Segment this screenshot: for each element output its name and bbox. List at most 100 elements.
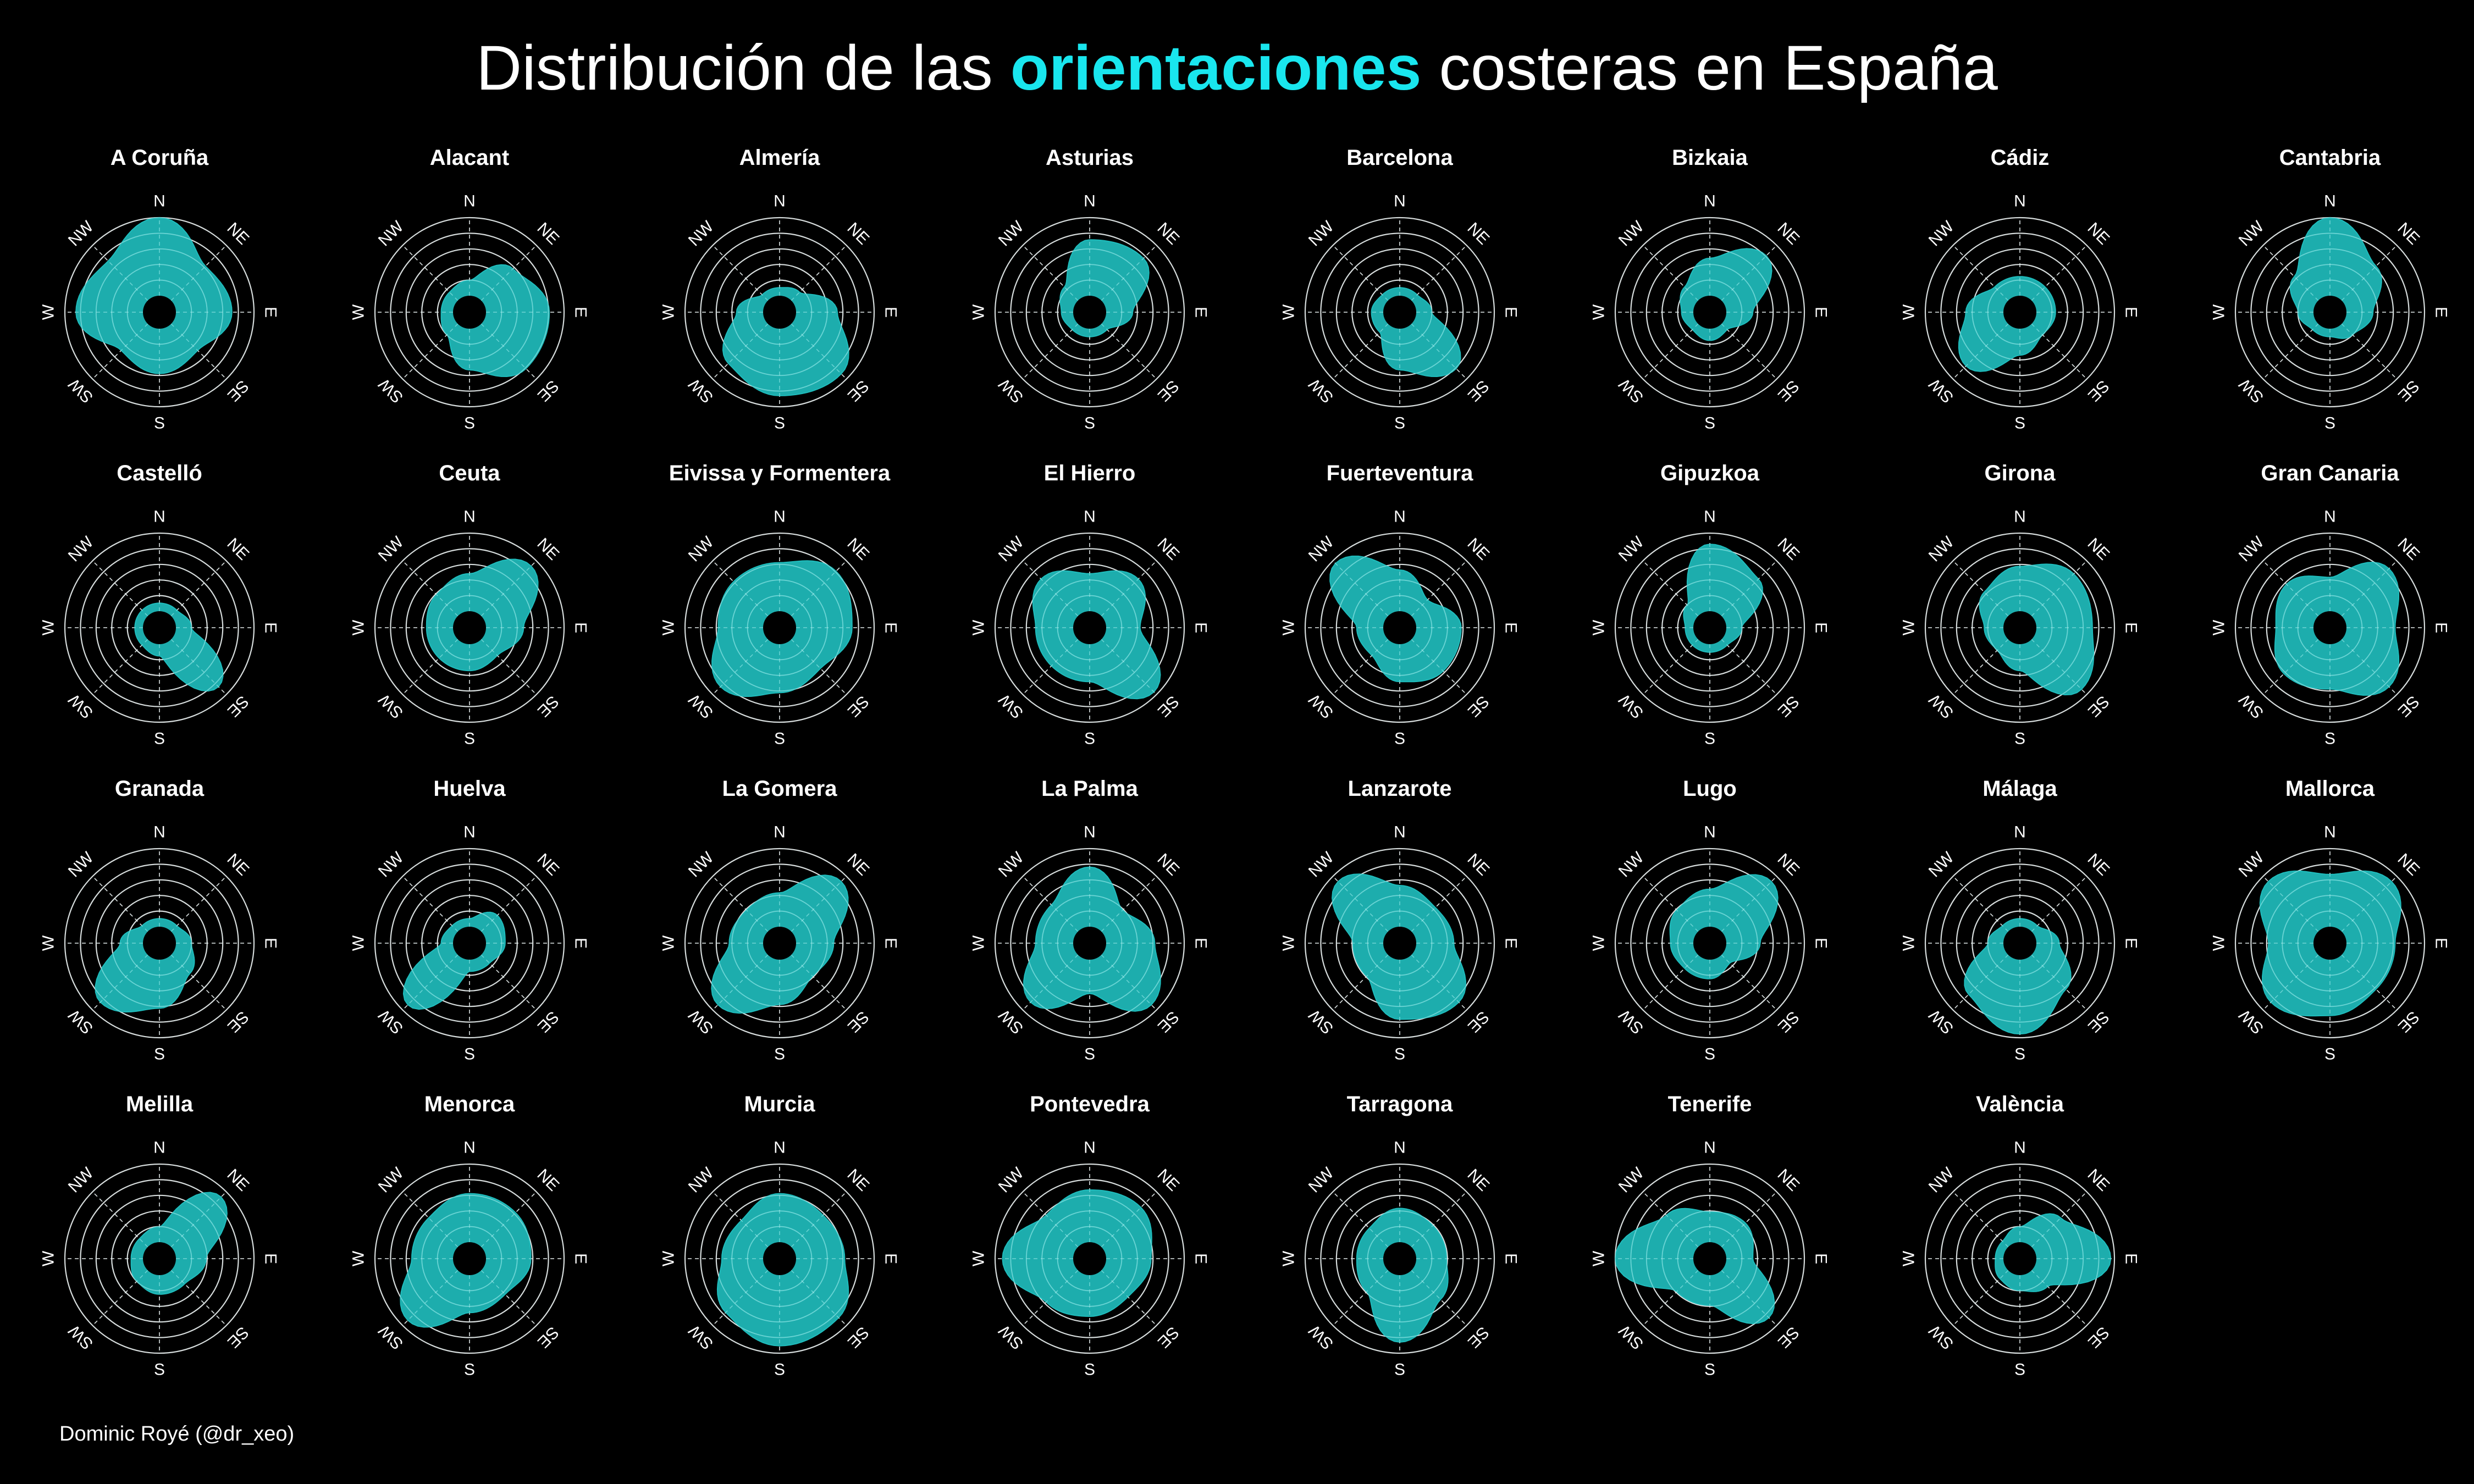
direction-label-se: SE: [1154, 1323, 1183, 1352]
grid-ring: [1614, 217, 1805, 408]
grid-spoke-overlay: [1022, 245, 1079, 301]
orientation-area: [1356, 1208, 1449, 1343]
grid-ring-overlay: [995, 1164, 1185, 1354]
direction-label-s: S: [2014, 1045, 2025, 1064]
grid-ring-overlay: [2235, 848, 2425, 1038]
grid-ring-overlay: [731, 1210, 828, 1307]
grid-ring: [994, 532, 1185, 723]
direction-label-se: SE: [534, 1323, 562, 1352]
grid-spoke: [402, 876, 459, 932]
grid-ring-overlay: [1615, 1164, 1805, 1354]
panel-title: Menorca: [424, 1092, 515, 1116]
grid-spoke: [1101, 1270, 1157, 1326]
direction-label-se: SE: [534, 376, 562, 405]
grid-ring: [1630, 232, 1790, 392]
grid-ring-overlay: [747, 279, 813, 345]
grid-ring-overlay: [1336, 248, 1464, 376]
panel-title: Almería: [739, 146, 820, 170]
grid-ring-overlay: [747, 595, 813, 661]
center-hole: [453, 927, 486, 960]
grid-ring-overlay: [80, 232, 239, 392]
direction-label-se: SE: [2084, 1007, 2113, 1036]
grid-spoke-overlay: [712, 560, 769, 617]
grid-ring-overlay: [1630, 1179, 1790, 1338]
direction-label-s: S: [1394, 730, 1405, 748]
grid-spoke-overlay: [1721, 1191, 1777, 1248]
direction-label-e: E: [1192, 1253, 1210, 1264]
grid-ring-overlay: [437, 279, 502, 345]
direction-label-se: SE: [224, 376, 252, 405]
direction-label-s: S: [464, 730, 475, 748]
grid-spoke-overlay: [1022, 639, 1079, 695]
grid-ring-overlay: [126, 1226, 192, 1292]
panel-title: Cantabria: [2279, 146, 2381, 170]
grid-spoke-overlay: [2031, 245, 2088, 301]
center-hole: [2003, 611, 2036, 644]
grid-spoke-overlay: [92, 876, 148, 932]
direction-label-se: SE: [534, 1007, 562, 1036]
direction-label-ne: NE: [533, 219, 562, 248]
grid-ring-overlay: [700, 863, 859, 1023]
grid-ring-overlay: [374, 1164, 565, 1354]
grid-ring: [1614, 848, 1805, 1039]
grid-ring: [64, 532, 255, 723]
direction-label-e: E: [572, 307, 590, 318]
grid-spoke: [402, 560, 459, 617]
grid-ring: [1335, 563, 1464, 692]
direction-label-ne: NE: [533, 850, 562, 879]
direction-label-sw: SW: [1925, 1321, 1957, 1353]
direction-label-e: E: [2432, 307, 2450, 318]
panel-title: Murcia: [744, 1092, 816, 1116]
grid-ring-overlay: [405, 564, 533, 692]
direction-label-sw: SW: [375, 375, 407, 407]
grid-spoke: [2262, 323, 2319, 380]
grid-ring-overlay: [96, 564, 223, 692]
grid-spoke: [92, 560, 148, 617]
direction-label-se: SE: [844, 1007, 872, 1036]
grid-ring: [1320, 863, 1479, 1023]
direction-label-e: E: [2432, 622, 2450, 633]
direction-label-n: N: [774, 823, 786, 841]
direction-label-ne: NE: [1774, 535, 1803, 564]
grid-spoke-overlay: [1952, 560, 2009, 617]
grid-spoke-overlay: [1952, 245, 2009, 301]
grid-spoke-overlay: [1022, 1270, 1079, 1326]
grid-ring-overlay: [1320, 232, 1479, 392]
grid-ring-overlay: [390, 1179, 549, 1338]
direction-label-w: W: [1590, 1250, 1608, 1266]
grid-spoke-overlay: [2341, 954, 2398, 1011]
grid-ring-overlay: [1661, 1210, 1758, 1307]
direction-label-sw: SW: [1615, 375, 1647, 407]
grid-ring-overlay: [1367, 1226, 1433, 1292]
direction-label-s: S: [774, 1361, 785, 1379]
grid-spoke: [481, 1270, 537, 1326]
direction-label-ne: NE: [2084, 1166, 2113, 1195]
grid-ring: [2250, 863, 2410, 1023]
direction-label-n: N: [1084, 192, 1096, 211]
direction-label-w: W: [1280, 935, 1298, 951]
grid-spoke-overlay: [402, 1191, 459, 1248]
grid-spoke: [1721, 639, 1777, 695]
grid-spoke-overlay: [791, 639, 847, 695]
grid-spoke-overlay: [1101, 560, 1157, 617]
direction-label-w: W: [350, 619, 368, 635]
grid-spoke: [1721, 323, 1777, 380]
grid-spoke-overlay: [481, 954, 537, 1011]
grid-spoke-overlay: [791, 1191, 847, 1248]
direction-label-n: N: [774, 508, 786, 526]
grid-ring-overlay: [1630, 232, 1790, 392]
direction-label-s: S: [1704, 730, 1715, 748]
grid-ring-overlay: [1677, 595, 1743, 661]
direction-label-se: SE: [1154, 692, 1183, 721]
direction-label-s: S: [774, 730, 785, 748]
grid-ring: [80, 863, 239, 1023]
chart-title: Distribución de las orientaciones coster…: [0, 32, 2474, 104]
direction-label-w: W: [1900, 935, 1918, 951]
grid-spoke-overlay: [402, 245, 459, 301]
grid-ring-overlay: [2250, 548, 2410, 707]
grid-ring-overlay: [1987, 910, 2053, 976]
